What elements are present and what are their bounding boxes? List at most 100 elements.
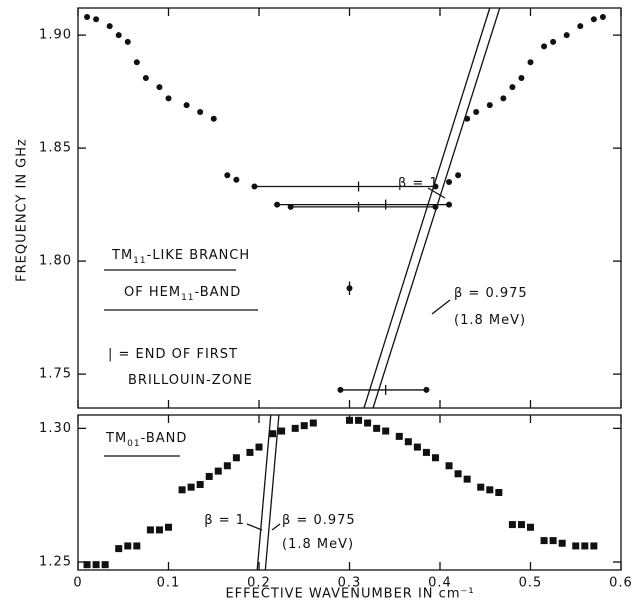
- x-tick-label: 0.6: [609, 576, 633, 591]
- y-tick-label: 1.85: [39, 141, 72, 156]
- point: [463, 475, 471, 483]
- point: [233, 176, 240, 183]
- leader-line: [246, 523, 263, 531]
- point: [269, 430, 277, 438]
- point: [599, 14, 606, 21]
- point: [590, 16, 597, 23]
- point: [581, 542, 589, 550]
- point: [446, 179, 453, 186]
- point: [373, 424, 381, 432]
- annotation: | = END OF FIRST: [108, 347, 238, 362]
- point: [255, 443, 263, 451]
- x-tick-label: 0: [73, 576, 82, 591]
- point: [431, 454, 439, 462]
- point: [518, 75, 525, 82]
- annotation: BRILLOUIN-ZONE: [128, 373, 253, 388]
- point: [445, 462, 453, 470]
- annotation-part: 11: [181, 293, 194, 303]
- leader-line: [427, 187, 446, 199]
- annotation-part: β = 1: [398, 176, 439, 191]
- annotation-part: TM: [111, 248, 133, 263]
- point: [473, 108, 480, 115]
- point: [550, 38, 557, 45]
- point: [106, 23, 113, 30]
- annotation-part: -BAND: [195, 285, 242, 300]
- beta-line: [372, 7, 501, 409]
- point: [455, 172, 462, 179]
- x-axis-label: EFFECTIVE WAVENUMBER IN cm⁻¹: [225, 587, 474, 602]
- point: [165, 523, 172, 531]
- annotation: (1.8 MeV): [282, 537, 354, 552]
- point: [422, 448, 430, 456]
- point: [224, 172, 231, 179]
- y-axis-label: FREQUENCY IN GHz: [15, 138, 30, 282]
- point: [355, 416, 363, 424]
- point: [214, 467, 222, 475]
- annotation-part: -LIKE BRANCH: [147, 248, 251, 263]
- point: [508, 521, 516, 529]
- point: [346, 285, 353, 292]
- y-tick-label: 1.30: [39, 421, 72, 436]
- point: [187, 483, 195, 491]
- point: [413, 443, 421, 451]
- point: [364, 419, 372, 427]
- point: [84, 14, 91, 21]
- y-tick-label: 1.80: [39, 254, 72, 269]
- x-tick-label: 0.3: [338, 576, 362, 591]
- point: [495, 489, 503, 496]
- point: [155, 526, 163, 534]
- point: [423, 386, 430, 393]
- point: [133, 542, 141, 550]
- annotation: OF HEM11-BAND: [124, 285, 241, 303]
- x-tick-label: 0.2: [247, 576, 271, 591]
- point: [509, 84, 516, 91]
- annotation-part: | = END OF FIRST: [108, 347, 238, 362]
- point: [101, 561, 109, 569]
- point: [115, 545, 123, 553]
- beta-line: [256, 414, 272, 571]
- point: [454, 470, 462, 478]
- point: [500, 95, 507, 102]
- x-tick-label: 0.5: [519, 576, 543, 591]
- point: [527, 59, 534, 66]
- point: [196, 480, 204, 488]
- annotation-part: (1.8 MeV): [454, 313, 526, 328]
- point: [287, 203, 294, 210]
- point: [205, 472, 213, 480]
- x-tick-label: 0.4: [428, 576, 452, 591]
- point: [517, 521, 525, 529]
- x-tick-label: 0.1: [157, 576, 181, 591]
- point: [337, 386, 344, 393]
- annotation-part: OF HEM: [124, 285, 181, 300]
- point: [92, 561, 100, 569]
- point: [278, 427, 286, 435]
- annotation-part: (1.8 MeV): [282, 537, 354, 552]
- point: [590, 542, 598, 550]
- annotation: β = 0.975: [282, 513, 356, 528]
- point: [563, 32, 570, 39]
- point: [146, 526, 154, 534]
- point: [346, 416, 353, 424]
- point: [572, 542, 580, 550]
- point: [291, 424, 299, 432]
- point: [382, 427, 390, 435]
- point: [210, 115, 217, 122]
- point: [124, 38, 131, 45]
- point: [274, 201, 281, 208]
- point: [404, 438, 412, 446]
- point: [142, 75, 149, 82]
- point: [549, 537, 557, 545]
- point: [133, 59, 140, 66]
- beta-line: [363, 7, 491, 409]
- point: [395, 432, 403, 440]
- annotation-part: β = 1: [204, 513, 245, 528]
- point: [486, 486, 494, 494]
- point: [309, 419, 317, 427]
- point: [232, 454, 240, 462]
- annotation: TM01-BAND: [105, 431, 187, 449]
- point: [527, 523, 534, 531]
- annotation: (1.8 MeV): [454, 313, 526, 328]
- point: [477, 483, 485, 491]
- annotation-part: -BAND: [141, 431, 188, 446]
